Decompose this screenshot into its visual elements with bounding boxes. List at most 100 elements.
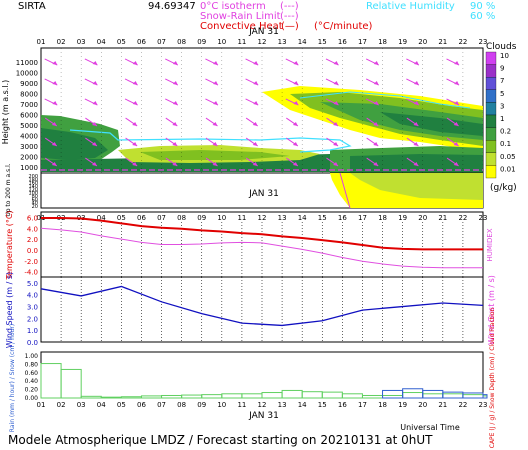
hour-label: 20 — [418, 38, 427, 46]
legend-rh-60: 60 % — [470, 11, 495, 22]
wind-arrow-head — [293, 81, 299, 86]
wind-y-tick: 2.0 — [27, 315, 38, 323]
hour-label: 03 — [77, 401, 86, 409]
wind-arrow-head — [292, 141, 298, 146]
surface-y-tick: 40 — [32, 201, 38, 207]
temperature-y-tick: 0.0 — [27, 247, 38, 255]
surface-y-tick: 20 — [32, 204, 38, 210]
precip-y-tick: 0.40 — [25, 378, 39, 385]
colorbar-label: 0.2 — [500, 128, 511, 136]
wind-arrow-head — [51, 121, 57, 126]
legend-rh-90: 90 % — [470, 1, 495, 12]
wind-arrow-head — [293, 101, 299, 106]
wind-arrow-head — [132, 61, 138, 66]
surface-y-tick: 140 — [28, 184, 38, 190]
wind-speed-line — [40, 285, 484, 327]
wind-panel: 5.0 4.0 3.0 2.0 1.0 0.0 Wind Speed (m / s) Wi… — [5, 272, 496, 348]
surface-y-tick: 60 — [32, 197, 38, 203]
colorbar-label: 9 — [500, 65, 504, 73]
colorbar-label: 0.05 — [500, 153, 516, 161]
hour-label: 05 — [117, 38, 126, 46]
colorbar-swatch — [485, 51, 497, 65]
cloud-y-tick: 2000 — [20, 154, 38, 162]
hour-label: 13 — [278, 38, 287, 46]
wind-arrow-head — [132, 121, 138, 126]
temperature-y-tick: -2.0 — [24, 258, 38, 266]
wind-arrow-head — [453, 141, 459, 146]
legend-isotherm: 0°C isotherm — [200, 1, 266, 12]
cloud-y-tick: 3000 — [20, 143, 38, 151]
wind-arrow-head — [373, 141, 379, 146]
wind-arrow-head — [132, 101, 138, 106]
legend-convective-unit: (°C/minute) — [314, 21, 373, 32]
hour-label: 01 — [37, 38, 46, 46]
wind-arrow-head — [253, 81, 259, 86]
hour-label: 21 — [438, 214, 447, 222]
cloud-ylabel: Height (m a.s.l.) — [1, 80, 10, 145]
wind-arrow-head — [333, 101, 339, 106]
hour-label: 12 — [258, 401, 267, 409]
footer-title: Modele Atmospherique LMDZ / Forecast sta… — [8, 433, 433, 447]
wind-arrow-head — [454, 81, 460, 86]
wind-arrow-head — [253, 101, 259, 106]
colorbar-swatch — [485, 64, 497, 78]
wind-arrow-head — [293, 61, 299, 66]
hour-label: 22 — [458, 214, 467, 222]
hour-label: 17 — [358, 38, 367, 46]
colorbar-title: Clouds — [486, 42, 517, 52]
wind-arrow-head — [413, 161, 419, 166]
precip-y-tick: 0.00 — [25, 395, 39, 402]
wind-y-tick: 3.0 — [27, 304, 38, 312]
wind-y-tick: 5.0 — [27, 280, 38, 288]
cloud-y-tick: 5000 — [20, 122, 38, 130]
hour-label: 21 — [438, 401, 447, 409]
hour-label: 03 — [77, 38, 86, 46]
wind-arrow-head — [172, 141, 178, 146]
hour-label: 04 — [97, 214, 106, 222]
cloud-y-tick: 10000 — [16, 70, 38, 78]
top-hour-labels: 01 02 03 04 05 06 07 08 09 10 11 12 13 14 15 16 17 18 19 20… — [37, 38, 488, 46]
legend-convective-marker: (—) — [281, 21, 299, 32]
surface-y-tick: 80 — [32, 194, 38, 200]
hour-label: 08 — [177, 214, 186, 222]
wind-arrow-head — [132, 161, 138, 166]
hour-label: 21 — [438, 38, 447, 46]
wind-arrow-head — [212, 161, 218, 166]
colorbar-swatch — [485, 140, 497, 153]
cloud-y-tick: 1000 — [20, 164, 38, 172]
temperature-y-tick: 6.0 — [27, 214, 38, 222]
wind-arrow-head — [91, 161, 97, 166]
wind-arrow-head — [252, 141, 258, 146]
hour-label: 06 — [137, 401, 146, 409]
surface-y-tick: 100 — [28, 191, 38, 197]
wind-arrow-head — [91, 121, 97, 126]
wind-arrow-head — [172, 161, 178, 166]
station-name: SIRTA — [18, 1, 46, 12]
surface-cloud-core — [350, 173, 483, 200]
hour-label: 06 — [137, 214, 146, 222]
colorbar-label: 10 — [500, 52, 509, 60]
cloud-y-tick: 6000 — [20, 112, 38, 120]
hour-label: 04 — [97, 401, 106, 409]
legend-snow-rain-marker: (---) — [280, 11, 299, 22]
hour-label: 18 — [378, 38, 387, 46]
date-label-surface: JAN 31 — [248, 189, 279, 199]
hour-label: 11 — [237, 401, 246, 409]
precip-y-tick: 1.00 — [25, 353, 39, 360]
hour-label: 05 — [117, 214, 126, 222]
hour-label: 01 — [37, 401, 46, 409]
wind-arrow-head — [212, 141, 218, 146]
temperature-y-tick: 2.0 — [27, 236, 38, 244]
wind-arrow-head — [333, 61, 339, 66]
wind-arrow-head — [454, 101, 460, 106]
precip-y-tick: 0.80 — [25, 361, 39, 368]
wind-arrow-head — [413, 141, 419, 146]
hour-label: 14 — [298, 38, 307, 46]
wind-arrow-head — [172, 61, 178, 66]
wind-arrow-head — [373, 81, 379, 86]
wind-arrow-head — [333, 121, 339, 126]
hour-label: 09 — [197, 401, 206, 409]
legend-isotherm-marker: (---) — [280, 1, 299, 12]
